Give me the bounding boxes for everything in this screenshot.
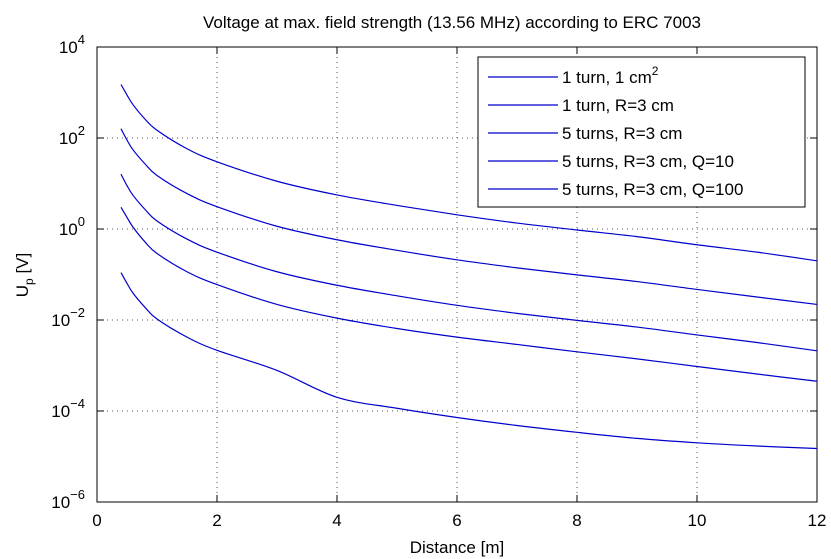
x-axis-ticks: 0 2 4 6 8 10 12 [92, 47, 826, 530]
legend-label: 1 turn, 1 cm2 [562, 64, 659, 87]
series-lines [120, 84, 818, 450]
series-line-2 [120, 128, 818, 306]
legend-box [477, 56, 806, 208]
legend-label: 1 turn, R=3 cm [562, 96, 674, 115]
y-axis-label: Up [V] [13, 253, 36, 297]
y-tick-label: 10−4 [51, 396, 85, 421]
legend: 1 turn, 1 cm2 1 turn, R=3 cm 5 turns, R=3 … [477, 56, 806, 208]
series-line-4 [120, 206, 818, 382]
y-axis-label-unit: [V] [13, 253, 32, 279]
y-axis-label-sub: p [22, 278, 36, 285]
x-tick-label: 0 [92, 511, 101, 530]
legend-label: 5 turns, R=3 cm [562, 124, 682, 143]
series-line-3 [120, 173, 818, 352]
series-line-5 [120, 272, 818, 450]
x-tick-label: 6 [452, 511, 461, 530]
y-tick-label: 10−6 [51, 487, 85, 512]
y-axis-ticks: 10−6 10−4 10−2 100 102 104 [51, 32, 817, 512]
chart-title: Voltage at max. field strength (13.56 MH… [203, 13, 701, 32]
x-tick-label: 2 [212, 511, 221, 530]
y-axis-label-main: U [13, 285, 32, 297]
x-tick-label: 8 [572, 511, 581, 530]
series-line-1 [120, 84, 818, 262]
legend-label: 5 turns, R=3 cm, Q=100 [562, 180, 743, 199]
legend-label: 5 turns, R=3 cm, Q=10 [562, 152, 734, 171]
x-tick-label: 12 [808, 511, 827, 530]
y-tick-label: 10−2 [51, 305, 85, 330]
x-tick-label: 4 [332, 511, 341, 530]
y-tick-label: 104 [59, 32, 85, 57]
y-tick-label: 102 [59, 123, 85, 148]
y-tick-label: 100 [59, 214, 85, 239]
x-tick-label: 10 [688, 511, 707, 530]
x-axis-label: Distance [m] [410, 538, 504, 557]
